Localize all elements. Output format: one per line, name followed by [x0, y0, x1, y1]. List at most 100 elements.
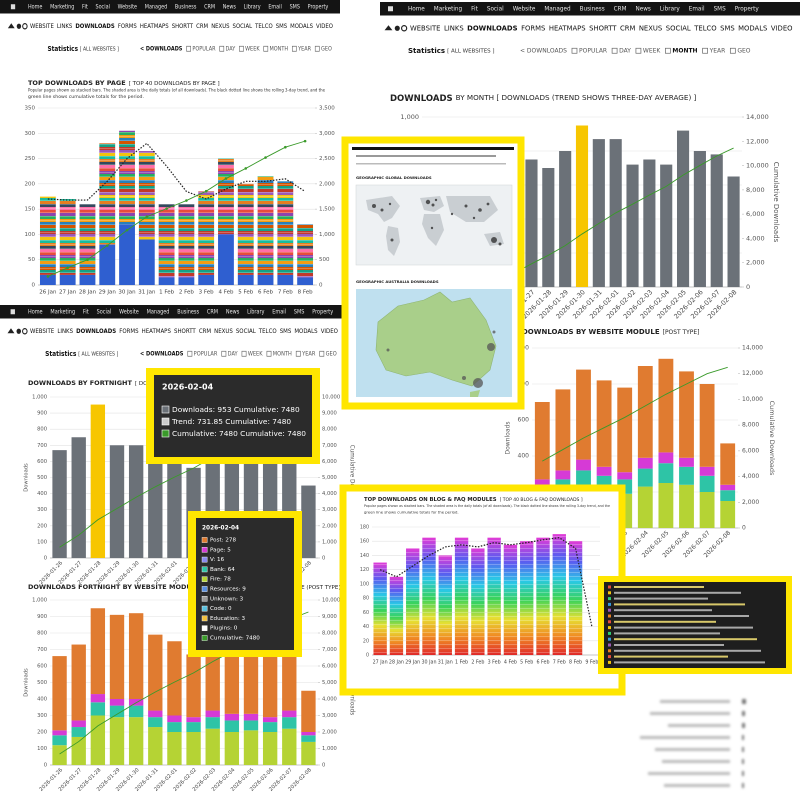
period-link[interactable]: GEO: [737, 47, 750, 54]
period-link[interactable]: POPULAR: [194, 351, 218, 357]
nav-item[interactable]: MODALS: [738, 24, 767, 32]
nav-top-item[interactable]: SMS: [294, 309, 305, 315]
nav-item[interactable]: SMS: [276, 24, 288, 30]
nav-item[interactable]: LINKS: [444, 24, 464, 32]
nav-top-item[interactable]: Home: [28, 309, 43, 315]
nav-top-item[interactable]: News: [226, 309, 240, 315]
period-link[interactable]: < DOWNLOADS: [140, 46, 182, 53]
nav-top-item[interactable]: Marketing: [50, 4, 74, 10]
nav-top-item[interactable]: Property: [735, 6, 760, 12]
nav-item[interactable]: DOWNLOADS: [75, 24, 114, 30]
nav-top-item[interactable]: Website: [513, 6, 536, 12]
period-link[interactable]: YEAR: [301, 351, 315, 357]
nav-top-item[interactable]: Property: [308, 4, 329, 10]
nav-item[interactable]: LINKS: [57, 329, 73, 335]
nav-item[interactable]: HEATMAPS: [549, 24, 586, 32]
period-link[interactable]: GEO: [326, 351, 338, 357]
nav-top-item[interactable]: Managed: [147, 309, 170, 315]
nav-top-item[interactable]: Home: [408, 6, 425, 12]
nav-top-item[interactable]: Email: [272, 309, 286, 315]
period-link[interactable]: MONTH: [273, 351, 292, 357]
nav-top-item[interactable]: Business: [580, 6, 605, 12]
nav-top-item[interactable]: Website: [118, 4, 137, 10]
nav-top-item[interactable]: SMS: [714, 6, 727, 12]
nav-item[interactable]: VIDEO: [321, 329, 339, 335]
period-link[interactable]: DAY: [225, 46, 235, 53]
nav-item[interactable]: FORMS: [521, 24, 545, 32]
nav-item[interactable]: SMS: [280, 329, 292, 335]
nav-top-item[interactable]: Marketing: [434, 6, 463, 12]
period-link[interactable]: WEEK: [245, 46, 260, 53]
nav-item[interactable]: TELCO: [693, 24, 717, 32]
nav-top-item[interactable]: Social: [487, 6, 504, 12]
nav-top-item[interactable]: Fit: [471, 6, 478, 12]
nav-top-item[interactable]: Library: [247, 309, 264, 315]
nav-top-item[interactable]: CRM: [204, 4, 215, 10]
nav-top-item[interactable]: Social: [97, 309, 112, 315]
period-link[interactable]: < DOWNLOADS: [140, 351, 183, 357]
nav-top-item[interactable]: SMS: [290, 4, 301, 10]
nav-item[interactable]: NEXUS: [214, 329, 233, 335]
period-link[interactable]: DAY: [228, 351, 239, 357]
period-link[interactable]: POPULAR: [579, 47, 607, 54]
nav-top-item[interactable]: Marketing: [50, 309, 75, 315]
nav-item[interactable]: VIDEO: [771, 24, 793, 32]
nav-item[interactable]: DOWNLOADS: [76, 329, 116, 335]
nav-top-item[interactable]: Website: [119, 309, 139, 315]
nav-top-item[interactable]: Home: [28, 4, 42, 10]
y2-tick-label: 3,500: [319, 106, 335, 112]
period-link[interactable]: YEAR: [709, 47, 726, 54]
nav-top-item[interactable]: Fit: [83, 309, 89, 315]
period-link[interactable]: MONTH: [270, 46, 289, 53]
nav-item[interactable]: SMS: [720, 24, 735, 32]
nav-item[interactable]: NEXUS: [639, 24, 662, 32]
nav-item[interactable]: FORMS: [119, 329, 139, 335]
nav-top-item[interactable]: Business: [177, 309, 199, 315]
nav-item[interactable]: NEXUS: [211, 24, 230, 30]
nav-top-item[interactable]: News: [636, 6, 651, 12]
nav-top-item[interactable]: Library: [244, 4, 261, 10]
period-link[interactable]: WEEK: [643, 47, 662, 54]
nav-top-item[interactable]: Email: [268, 4, 282, 10]
nav-item[interactable]: DOWNLOADS: [467, 24, 517, 32]
nav-item[interactable]: WEBSITE: [30, 329, 55, 335]
nav-item[interactable]: SOCIAL: [666, 24, 691, 32]
nav-top-item[interactable]: Managed: [145, 4, 167, 10]
nav-top-item[interactable]: Social: [95, 4, 109, 10]
nav-item[interactable]: SOCIAL: [236, 329, 257, 335]
period-link[interactable]: GEO: [321, 46, 332, 53]
nav-item[interactable]: TELCO: [258, 329, 277, 335]
nav-top-item[interactable]: CRM: [207, 309, 219, 315]
nav-item[interactable]: CRM: [620, 24, 635, 32]
nav-item[interactable]: CRM: [196, 24, 208, 30]
nav-item[interactable]: SHORTT: [172, 24, 194, 30]
nav-item[interactable]: WEBSITE: [410, 24, 440, 32]
nav-item[interactable]: MODALS: [290, 24, 313, 30]
nav-item[interactable]: SOCIAL: [233, 24, 253, 30]
nav-top-item[interactable]: Property: [312, 309, 333, 315]
period-link[interactable]: < DOWNLOADS: [520, 47, 567, 54]
nav-top-item[interactable]: Fit: [82, 4, 88, 10]
nav-item[interactable]: LINKS: [57, 24, 73, 30]
nav-item[interactable]: MODALS: [294, 329, 318, 335]
nav-item[interactable]: HEATMAPS: [142, 329, 172, 335]
nav-top-item[interactable]: CRM: [614, 6, 627, 12]
period-link[interactable]: WEEK: [248, 351, 263, 357]
nav-top-item[interactable]: News: [223, 4, 236, 10]
period-link[interactable]: POPULAR: [192, 46, 215, 53]
period-link[interactable]: MONTH: [672, 47, 697, 54]
nav-item[interactable]: TELCO: [254, 24, 273, 30]
nav-top-item[interactable]: Managed: [544, 6, 571, 12]
period-link[interactable]: YEAR: [297, 46, 311, 53]
nav-item[interactable]: CRM: [199, 329, 211, 335]
nav-top-item[interactable]: Business: [175, 4, 197, 10]
nav-item[interactable]: WEBSITE: [30, 24, 54, 30]
nav-item[interactable]: HEATMAPS: [140, 24, 169, 30]
nav-item[interactable]: SHORTT: [589, 24, 617, 32]
nav-item[interactable]: SHORTT: [174, 329, 196, 335]
period-link[interactable]: DAY: [619, 47, 631, 54]
nav-top-item[interactable]: Email: [689, 6, 705, 12]
nav-top-item[interactable]: Library: [660, 6, 681, 12]
nav-item[interactable]: FORMS: [118, 24, 137, 30]
nav-item[interactable]: VIDEO: [316, 24, 333, 30]
